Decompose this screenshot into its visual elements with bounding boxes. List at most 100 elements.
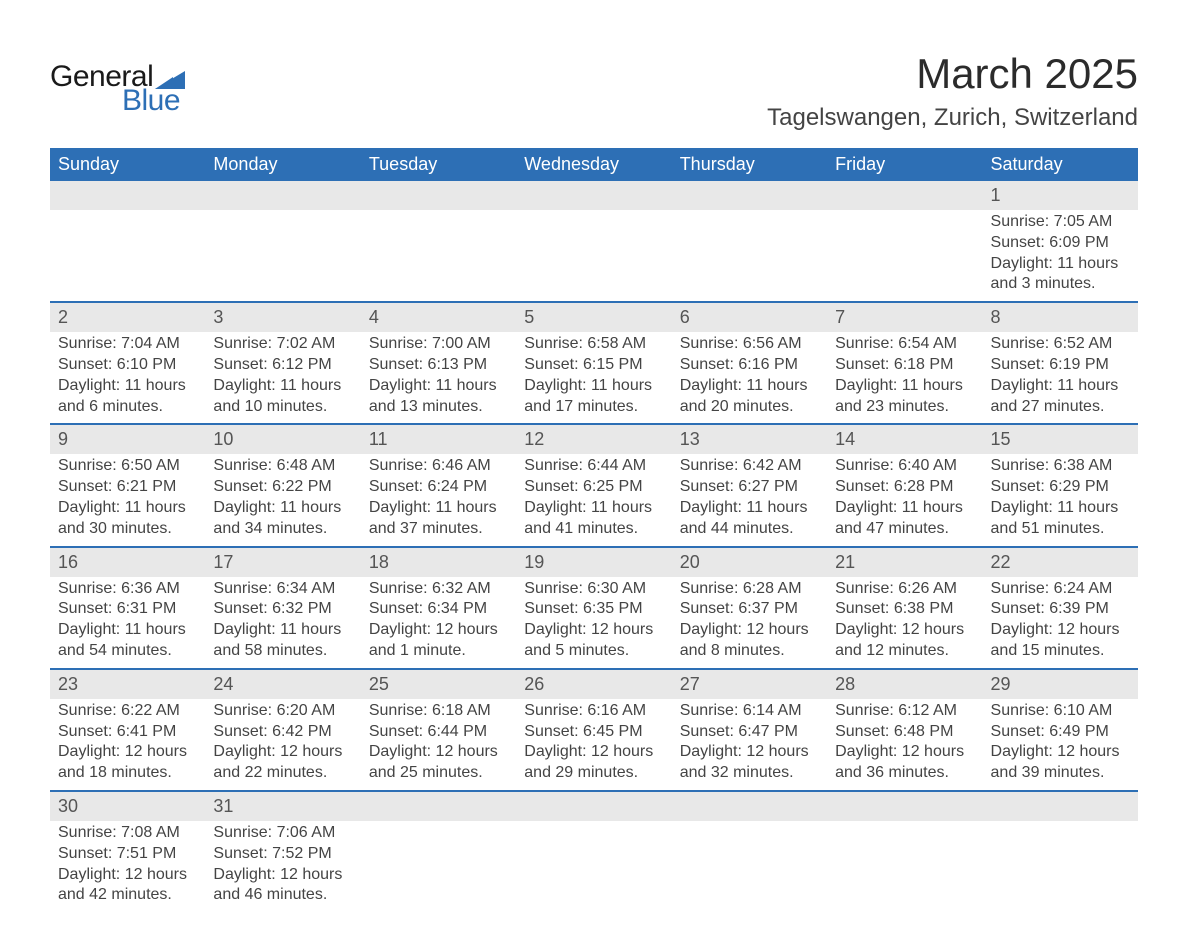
day-d1: Daylight: 11 hours bbox=[213, 620, 352, 641]
detail-row: Sunrise: 7:05 AMSunset: 6:09 PMDaylight:… bbox=[50, 210, 1138, 302]
day-number-cell: 16 bbox=[50, 547, 205, 577]
day-d1: Daylight: 11 hours bbox=[835, 376, 974, 397]
day-d2: and 22 minutes. bbox=[213, 763, 352, 784]
day-ss: Sunset: 6:44 PM bbox=[369, 722, 508, 743]
day-ss: Sunset: 6:34 PM bbox=[369, 599, 508, 620]
day-d2: and 46 minutes. bbox=[213, 885, 352, 906]
day-detail-cell: Sunrise: 6:52 AMSunset: 6:19 PMDaylight:… bbox=[983, 332, 1138, 424]
day-detail-cell: Sunrise: 6:14 AMSunset: 6:47 PMDaylight:… bbox=[672, 699, 827, 791]
day-d2: and 25 minutes. bbox=[369, 763, 508, 784]
day-d2: and 54 minutes. bbox=[58, 641, 197, 662]
day-number-cell bbox=[361, 181, 516, 210]
day-ss: Sunset: 6:19 PM bbox=[991, 355, 1130, 376]
logo: General Blue bbox=[50, 60, 185, 118]
day-number-cell: 19 bbox=[516, 547, 671, 577]
day-d2: and 42 minutes. bbox=[58, 885, 197, 906]
day-d2: and 5 minutes. bbox=[524, 641, 663, 662]
day-number-cell bbox=[672, 181, 827, 210]
daynum-row: 1 bbox=[50, 181, 1138, 210]
day-d1: Daylight: 11 hours bbox=[991, 498, 1130, 519]
day-detail-cell: Sunrise: 6:26 AMSunset: 6:38 PMDaylight:… bbox=[827, 577, 982, 669]
day-sr: Sunrise: 7:04 AM bbox=[58, 334, 197, 355]
day-detail-cell: Sunrise: 6:50 AMSunset: 6:21 PMDaylight:… bbox=[50, 454, 205, 546]
day-sr: Sunrise: 7:02 AM bbox=[213, 334, 352, 355]
weekday-header: Friday bbox=[827, 148, 982, 181]
day-d1: Daylight: 12 hours bbox=[213, 865, 352, 886]
day-number-cell: 26 bbox=[516, 669, 671, 699]
day-detail-cell: Sunrise: 6:30 AMSunset: 6:35 PMDaylight:… bbox=[516, 577, 671, 669]
day-number-cell: 1 bbox=[983, 181, 1138, 210]
day-detail-cell: Sunrise: 6:12 AMSunset: 6:48 PMDaylight:… bbox=[827, 699, 982, 791]
day-d2: and 29 minutes. bbox=[524, 763, 663, 784]
day-detail-cell: Sunrise: 7:04 AMSunset: 6:10 PMDaylight:… bbox=[50, 332, 205, 424]
day-ss: Sunset: 7:52 PM bbox=[213, 844, 352, 865]
day-sr: Sunrise: 7:00 AM bbox=[369, 334, 508, 355]
day-ss: Sunset: 6:25 PM bbox=[524, 477, 663, 498]
day-d2: and 3 minutes. bbox=[991, 274, 1130, 295]
day-ss: Sunset: 6:48 PM bbox=[835, 722, 974, 743]
day-ss: Sunset: 6:15 PM bbox=[524, 355, 663, 376]
day-ss: Sunset: 6:39 PM bbox=[991, 599, 1130, 620]
day-d1: Daylight: 11 hours bbox=[991, 376, 1130, 397]
day-d2: and 58 minutes. bbox=[213, 641, 352, 662]
day-d1: Daylight: 12 hours bbox=[369, 742, 508, 763]
day-detail-cell: Sunrise: 6:20 AMSunset: 6:42 PMDaylight:… bbox=[205, 699, 360, 791]
day-detail-cell: Sunrise: 6:48 AMSunset: 6:22 PMDaylight:… bbox=[205, 454, 360, 546]
day-ss: Sunset: 6:28 PM bbox=[835, 477, 974, 498]
weekday-header: Wednesday bbox=[516, 148, 671, 181]
day-detail-cell: Sunrise: 6:16 AMSunset: 6:45 PMDaylight:… bbox=[516, 699, 671, 791]
day-number-cell bbox=[827, 181, 982, 210]
day-number-cell bbox=[361, 791, 516, 821]
day-sr: Sunrise: 6:58 AM bbox=[524, 334, 663, 355]
day-sr: Sunrise: 6:24 AM bbox=[991, 579, 1130, 600]
day-sr: Sunrise: 6:36 AM bbox=[58, 579, 197, 600]
day-detail-cell bbox=[361, 821, 516, 912]
day-number-cell: 29 bbox=[983, 669, 1138, 699]
day-d2: and 37 minutes. bbox=[369, 519, 508, 540]
day-number-cell bbox=[983, 791, 1138, 821]
day-d1: Daylight: 12 hours bbox=[991, 742, 1130, 763]
day-sr: Sunrise: 6:46 AM bbox=[369, 456, 508, 477]
day-d1: Daylight: 11 hours bbox=[524, 376, 663, 397]
day-sr: Sunrise: 6:34 AM bbox=[213, 579, 352, 600]
day-detail-cell: Sunrise: 6:54 AMSunset: 6:18 PMDaylight:… bbox=[827, 332, 982, 424]
day-d2: and 30 minutes. bbox=[58, 519, 197, 540]
day-d1: Daylight: 11 hours bbox=[58, 376, 197, 397]
day-detail-cell: Sunrise: 6:22 AMSunset: 6:41 PMDaylight:… bbox=[50, 699, 205, 791]
day-d1: Daylight: 12 hours bbox=[58, 742, 197, 763]
day-number-cell: 15 bbox=[983, 424, 1138, 454]
day-sr: Sunrise: 6:50 AM bbox=[58, 456, 197, 477]
day-ss: Sunset: 6:35 PM bbox=[524, 599, 663, 620]
day-d2: and 20 minutes. bbox=[680, 397, 819, 418]
day-ss: Sunset: 6:31 PM bbox=[58, 599, 197, 620]
day-number-cell: 31 bbox=[205, 791, 360, 821]
daynum-row: 23242526272829 bbox=[50, 669, 1138, 699]
day-d2: and 32 minutes. bbox=[680, 763, 819, 784]
day-number-cell bbox=[672, 791, 827, 821]
day-ss: Sunset: 6:41 PM bbox=[58, 722, 197, 743]
day-number-cell: 27 bbox=[672, 669, 827, 699]
day-number-cell: 17 bbox=[205, 547, 360, 577]
day-d1: Daylight: 12 hours bbox=[369, 620, 508, 641]
day-ss: Sunset: 6:22 PM bbox=[213, 477, 352, 498]
title-block: March 2025 Tagelswangen, Zurich, Switzer… bbox=[767, 50, 1138, 140]
day-ss: Sunset: 6:21 PM bbox=[58, 477, 197, 498]
detail-row: Sunrise: 7:04 AMSunset: 6:10 PMDaylight:… bbox=[50, 332, 1138, 424]
day-sr: Sunrise: 6:10 AM bbox=[991, 701, 1130, 722]
day-ss: Sunset: 6:42 PM bbox=[213, 722, 352, 743]
day-ss: Sunset: 6:45 PM bbox=[524, 722, 663, 743]
day-sr: Sunrise: 6:30 AM bbox=[524, 579, 663, 600]
day-number-cell: 18 bbox=[361, 547, 516, 577]
day-sr: Sunrise: 6:18 AM bbox=[369, 701, 508, 722]
daynum-row: 2345678 bbox=[50, 302, 1138, 332]
day-detail-cell bbox=[516, 210, 671, 302]
day-d2: and 1 minute. bbox=[369, 641, 508, 662]
day-detail-cell bbox=[827, 210, 982, 302]
day-ss: Sunset: 6:49 PM bbox=[991, 722, 1130, 743]
day-d2: and 10 minutes. bbox=[213, 397, 352, 418]
day-detail-cell bbox=[827, 821, 982, 912]
day-ss: Sunset: 6:10 PM bbox=[58, 355, 197, 376]
day-d1: Daylight: 12 hours bbox=[524, 620, 663, 641]
day-sr: Sunrise: 6:52 AM bbox=[991, 334, 1130, 355]
day-number-cell: 9 bbox=[50, 424, 205, 454]
